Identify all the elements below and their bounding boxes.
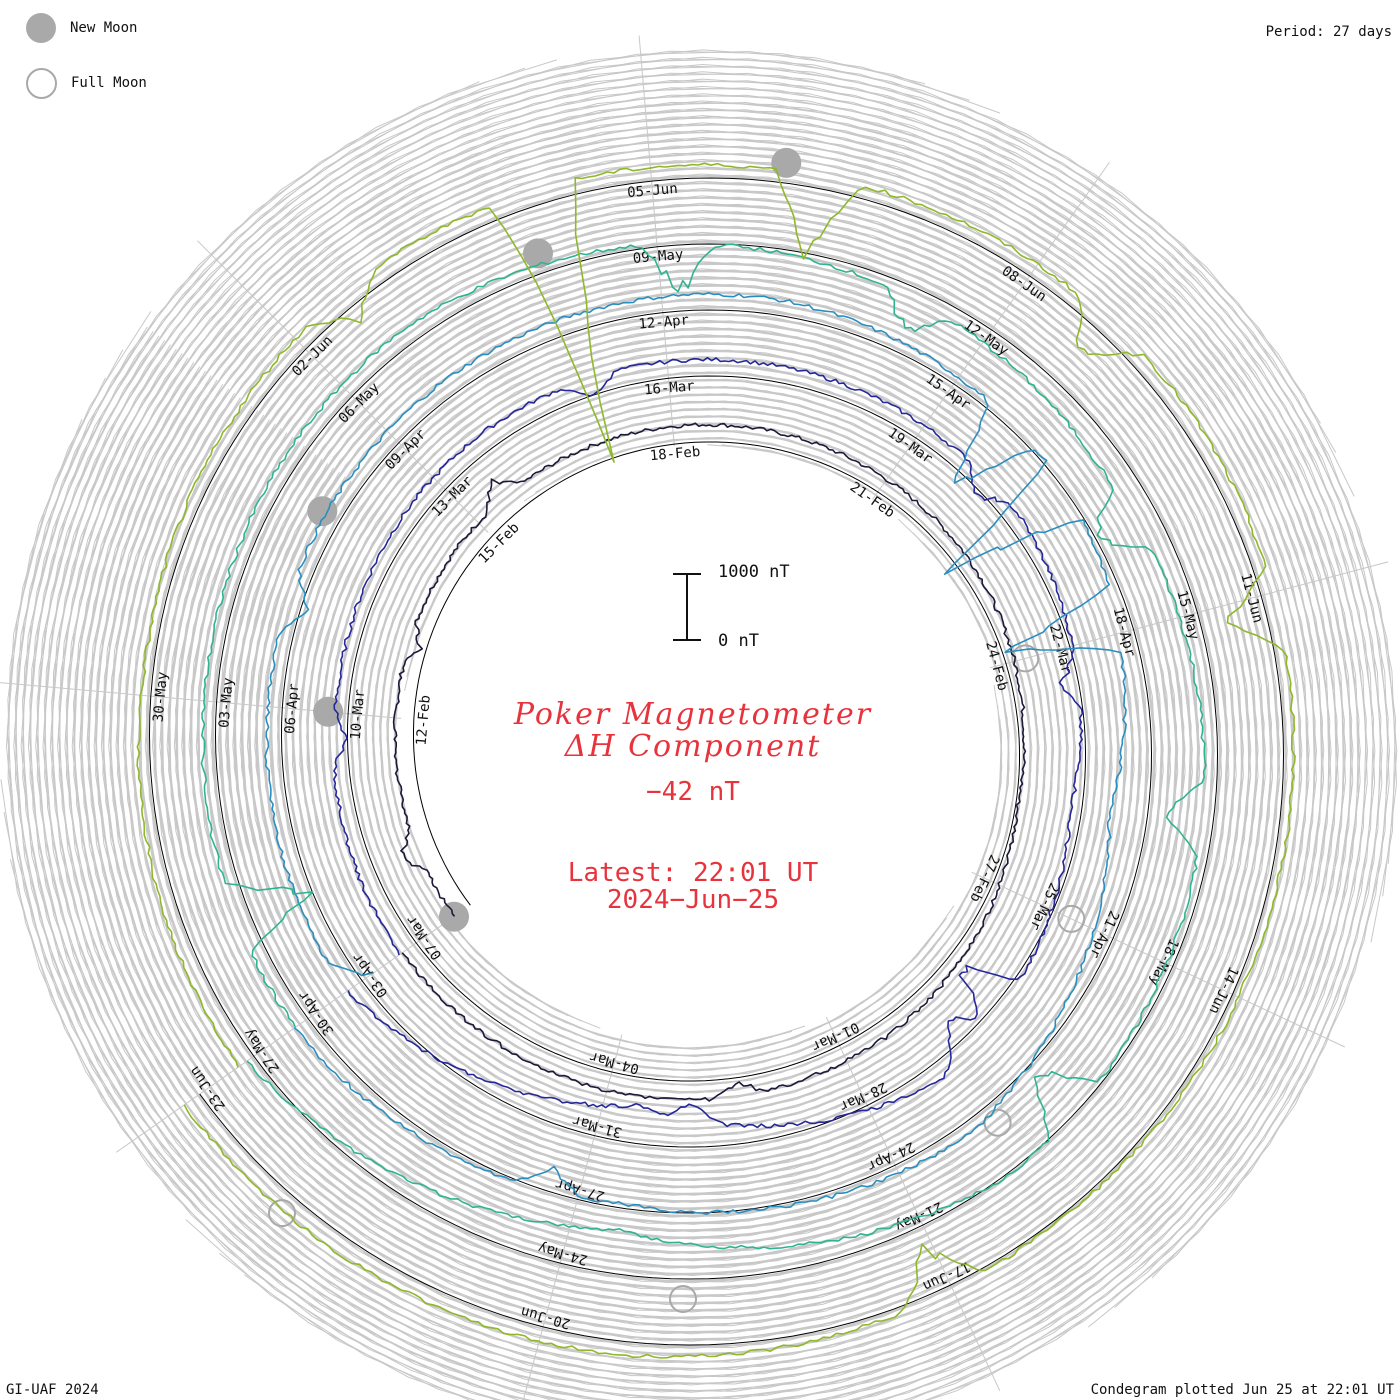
legend-new-moon: New Moon <box>26 13 137 43</box>
grid-spoke <box>638 35 675 447</box>
chart-subtitle: ΔH Component <box>564 729 822 764</box>
series-line-5 <box>136 162 1296 1359</box>
grid-ring <box>232 326 1135 1196</box>
series-line-2 <box>333 356 1084 1129</box>
grid-ring <box>51 79 1383 1400</box>
grid-ring <box>21 50 1345 1400</box>
new-moon-marker <box>771 147 802 178</box>
grid-ring <box>28 58 1355 1400</box>
chart-title: Poker Magnetometer <box>513 697 873 732</box>
grid-ring <box>181 275 1186 1247</box>
full-moon-marker <box>669 1285 697 1313</box>
full-moon-marker <box>268 1199 296 1228</box>
grid-ring <box>44 71 1390 1386</box>
grid-ring <box>159 253 1208 1268</box>
grid-spoke <box>825 1016 1001 1392</box>
grid-spoke <box>115 916 455 1153</box>
date-tick-label: 03-May <box>216 677 236 729</box>
scale-label-bottom: 0 nT <box>718 631 759 651</box>
grid-ring <box>7 101 1360 1400</box>
legend-full-moon: Full Moon <box>26 67 147 99</box>
grid-ring <box>58 87 1376 1400</box>
full-moon-label: Full Moon <box>71 75 147 91</box>
new-moon-marker <box>523 238 553 269</box>
latest-date: 2024−Jun−25 <box>606 885 780 915</box>
series-layer <box>136 162 1296 1359</box>
series-line-1 <box>392 422 1027 1102</box>
grid-ring <box>43 72 1389 1385</box>
scale-bar <box>673 573 701 641</box>
grid-ring <box>57 87 1375 1400</box>
grid-spoke <box>971 871 1346 1048</box>
grid-spoke <box>872 162 1110 500</box>
full-moon-icon <box>26 67 57 99</box>
new-moon-icon <box>26 13 56 43</box>
full-moon-marker <box>1057 904 1086 933</box>
grid-ring <box>9 93 1368 1400</box>
date-tick-label: 05-Jun <box>627 181 679 201</box>
grid-ring <box>35 65 1397 1392</box>
grid-layer <box>0 35 1398 1400</box>
grid-ring <box>210 304 1157 1217</box>
zero-baseline-spiral <box>148 177 1285 1346</box>
grid-ring <box>3 94 1367 1400</box>
latest-time: Latest: 22:01 UT <box>567 858 819 888</box>
date-tick-label: 06-Apr <box>282 683 302 735</box>
grid-ring <box>50 80 1382 1400</box>
full-moon-marker <box>1011 644 1040 673</box>
date-tick-label: 01-Mar <box>809 1019 862 1055</box>
date-tick-label: 30-May <box>151 671 171 723</box>
grid-ring <box>57 151 1310 1370</box>
date-tick-label: 25-Mar <box>1026 880 1062 933</box>
grid-ring <box>14 67 1352 1400</box>
scale-label-top: 1000 nT <box>718 562 790 582</box>
date-tick-label: 12-Apr <box>638 312 690 332</box>
footer-credit: GI-UAF 2024 <box>6 1382 99 1398</box>
grid-spoke <box>197 240 489 533</box>
date-tick-label: 12-Feb <box>413 694 433 746</box>
grid-spoke <box>522 1034 623 1400</box>
current-value: −42 nT <box>646 777 740 807</box>
date-tick-label: 10-Mar <box>348 689 368 741</box>
new-moon-label: New Moon <box>70 20 138 36</box>
series-line-3 <box>264 291 1127 1215</box>
period-label: Period: 27 days <box>1265 24 1392 40</box>
grid-ring <box>6 101 1360 1400</box>
series-line-4 <box>200 243 1207 1250</box>
footer-plot-time: Condegram plotted Jun 25 at 22:01 UT <box>1090 1382 1394 1398</box>
date-tick-label: 16-Mar <box>643 378 695 398</box>
date-tick-label: 18-Feb <box>649 444 701 464</box>
grid-ring <box>108 202 1259 1319</box>
